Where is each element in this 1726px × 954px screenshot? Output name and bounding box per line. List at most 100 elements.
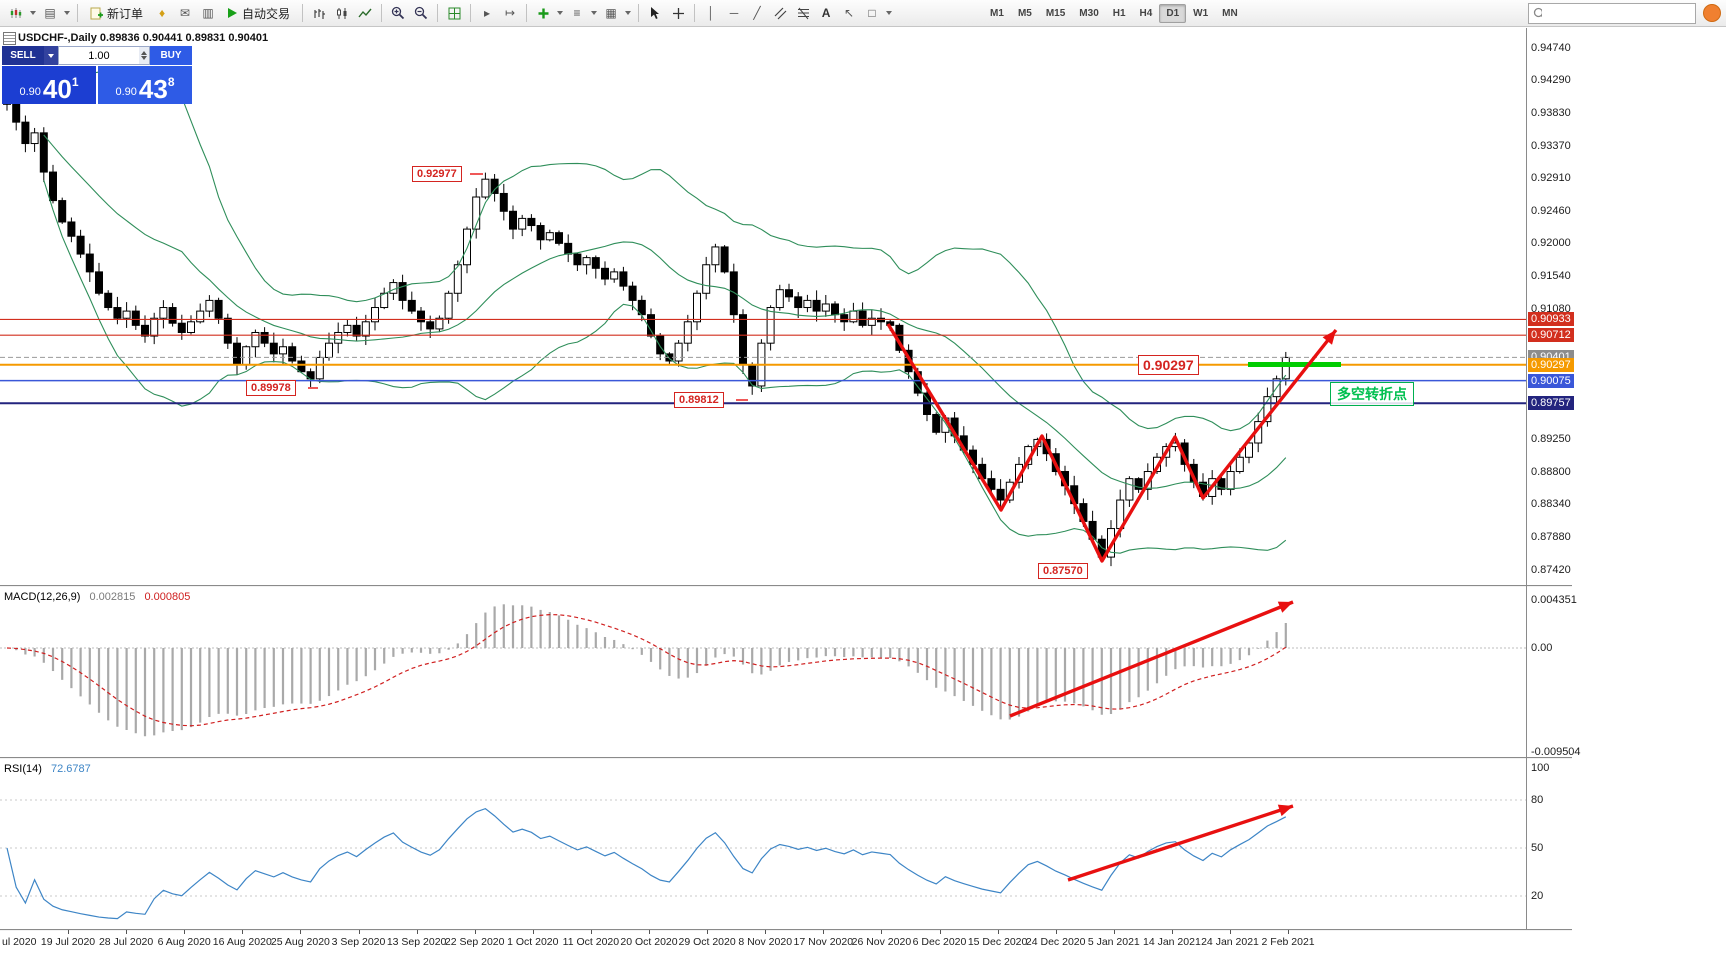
time-axis-tick bbox=[184, 930, 186, 934]
time-axis-tick bbox=[126, 930, 128, 934]
community-icon[interactable] bbox=[1703, 4, 1721, 22]
price-tick: 0.92000 bbox=[1531, 237, 1571, 250]
horizontal-line-icon[interactable]: ─ bbox=[729, 6, 739, 20]
price-tick: 0.93370 bbox=[1531, 139, 1571, 152]
new-chart-icon[interactable] bbox=[5, 2, 27, 25]
auto-trading-button[interactable]: 自动交易 bbox=[220, 3, 297, 24]
time-axis-label: 1 Oct 2020 bbox=[507, 936, 559, 948]
fibonacci-icon[interactable] bbox=[792, 2, 814, 25]
time-axis-tick bbox=[1055, 930, 1057, 934]
channel-icon[interactable] bbox=[769, 2, 791, 25]
price-tick: 0.91540 bbox=[1531, 270, 1571, 283]
buy-price-main: 43 bbox=[138, 74, 168, 104]
cursor-icon[interactable] bbox=[644, 2, 666, 25]
vertical-line-icon[interactable]: │ bbox=[707, 6, 715, 20]
zoom-in-icon[interactable] bbox=[387, 2, 409, 25]
lot-size-input[interactable] bbox=[59, 47, 139, 64]
periods-icon[interactable]: ≡ bbox=[573, 6, 581, 20]
timeframe-button-mn[interactable]: MN bbox=[1222, 7, 1238, 19]
time-axis-separator bbox=[0, 929, 1572, 931]
time-axis-label: 24 Jan 2021 bbox=[1201, 936, 1259, 948]
timeframe-button-m5[interactable]: M5 bbox=[1017, 7, 1032, 19]
sell-price-prefix: 0.90 bbox=[19, 86, 41, 98]
time-axis-tick bbox=[1113, 930, 1115, 934]
indicators-dropdown-icon[interactable] bbox=[557, 11, 564, 15]
rsi-axis-tick: 80 bbox=[1531, 794, 1544, 806]
timeframe-button-d1[interactable]: D1 bbox=[1159, 3, 1187, 23]
price-tick: 0.87880 bbox=[1531, 531, 1571, 544]
toolbar-separator bbox=[77, 4, 78, 22]
price-tick: 0.92910 bbox=[1531, 172, 1571, 185]
time-axis-label: 17 Nov 2020 bbox=[793, 936, 854, 948]
time-axis-tick bbox=[416, 930, 418, 934]
time-axis-tick bbox=[997, 930, 999, 934]
price-tick: 0.93830 bbox=[1531, 106, 1571, 119]
buy-price-button[interactable]: 0.90 43 8 bbox=[98, 66, 192, 104]
metaeditor-icon[interactable]: ♦ bbox=[158, 6, 166, 20]
macd-axis-tick: 0.00 bbox=[1531, 642, 1553, 654]
periods-dropdown-icon[interactable] bbox=[591, 11, 598, 15]
shapes-dropdown-icon[interactable] bbox=[886, 11, 893, 15]
price-chip: 0.90712 bbox=[1528, 328, 1574, 343]
timeframe-button-m1[interactable]: M1 bbox=[990, 7, 1004, 19]
time-axis-label: 8 Nov 2020 bbox=[738, 936, 793, 948]
profiles-icon[interactable]: ▤ bbox=[44, 6, 56, 20]
journal-icon[interactable]: ▥ bbox=[202, 6, 214, 20]
macd-signal-value: 0.000805 bbox=[144, 591, 191, 603]
lot-stepper[interactable] bbox=[138, 47, 149, 64]
timeframe-button-m15[interactable]: M15 bbox=[1045, 7, 1066, 19]
arrow-object-icon[interactable]: ↖ bbox=[844, 6, 855, 20]
shapes-icon[interactable]: □ bbox=[868, 6, 876, 20]
profiles-dropdown-icon[interactable] bbox=[64, 11, 70, 15]
time-axis-tick bbox=[358, 930, 360, 934]
templates-icon[interactable]: ▦ bbox=[605, 6, 617, 20]
search-input[interactable] bbox=[1545, 6, 1691, 20]
new-order-button[interactable]: 新订单 bbox=[83, 3, 150, 24]
time-axis-label: 29 Oct 2020 bbox=[678, 936, 736, 948]
chart-info-line: USDCHF-,Daily 0.89836 0.90441 0.89831 0.… bbox=[18, 32, 269, 44]
rsi-value: 72.6787 bbox=[50, 763, 91, 775]
timeframe-button-m30[interactable]: M30 bbox=[1079, 7, 1099, 19]
new-chart-dropdown-icon[interactable] bbox=[30, 11, 36, 15]
text-icon[interactable]: A bbox=[821, 6, 831, 20]
main-toolbar: ▤ 新订单 ♦ ✉ ▥ 自动交易 ▸ ↦ ≡ ▦ bbox=[0, 0, 1726, 27]
toolbar-separator bbox=[638, 4, 640, 22]
price-tick: 0.88800 bbox=[1531, 465, 1571, 478]
toolbar-separator bbox=[302, 4, 304, 22]
time-axis-label: 3 Sep 2020 bbox=[331, 936, 386, 948]
macd-main-value: 0.002815 bbox=[89, 591, 136, 603]
candlestick-chart-icon[interactable] bbox=[331, 2, 353, 25]
timeframe-button-h1[interactable]: H1 bbox=[1112, 7, 1126, 19]
rsi-panel-splitter[interactable] bbox=[0, 757, 1572, 759]
time-axis-label: 2 Feb 2021 bbox=[1261, 936, 1315, 948]
sell-price-button[interactable]: 0.90 40 1 bbox=[2, 66, 96, 104]
chart-shift-icon[interactable]: ↦ bbox=[505, 6, 516, 20]
crosshair-icon[interactable] bbox=[667, 2, 689, 25]
one-click-dropdown[interactable] bbox=[44, 46, 58, 65]
chart-menu-icon[interactable] bbox=[3, 32, 16, 45]
line-chart-icon[interactable] bbox=[354, 2, 376, 25]
time-axis-tick bbox=[1288, 930, 1290, 934]
bar-chart-icon[interactable] bbox=[308, 2, 330, 25]
buy-tab[interactable]: BUY bbox=[150, 46, 192, 65]
zoom-out-icon[interactable] bbox=[410, 2, 432, 25]
auto-scroll-icon[interactable]: ▸ bbox=[484, 6, 491, 20]
sell-tab[interactable]: SELL bbox=[2, 46, 44, 65]
sell-price-main: 40 bbox=[42, 74, 72, 104]
new-order-label: 新订单 bbox=[107, 6, 144, 21]
macd-panel-splitter[interactable] bbox=[0, 585, 1572, 587]
macd-header: MACD(12,26,9) 0.002815 0.000805 bbox=[4, 591, 190, 603]
chevron-down-icon bbox=[48, 53, 54, 58]
indicators-icon[interactable] bbox=[532, 2, 554, 25]
mail-icon[interactable]: ✉ bbox=[179, 6, 191, 20]
lot-size-box bbox=[58, 46, 150, 65]
time-axis-label: 5 Jan 2021 bbox=[1087, 936, 1140, 948]
tile-windows-icon[interactable] bbox=[443, 2, 465, 25]
templates-dropdown-icon[interactable] bbox=[625, 11, 632, 15]
time-axis-tick bbox=[590, 930, 592, 934]
time-axis: ul 2020 19 Jul 2020 28 Jul 2020 6 Aug 2020 1… bbox=[0, 930, 1572, 954]
timeframe-button-h4[interactable]: H4 bbox=[1139, 7, 1153, 19]
timeframe-button-w1[interactable]: W1 bbox=[1193, 7, 1209, 19]
trendline-icon[interactable]: ╱ bbox=[753, 6, 761, 20]
